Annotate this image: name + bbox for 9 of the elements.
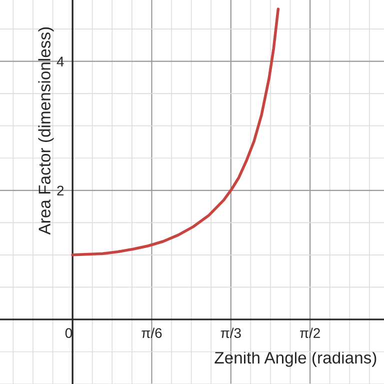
- x-tick-label: π/3: [220, 328, 241, 338]
- y-tick-label: 4: [56, 56, 64, 66]
- y-tick-label: 2: [57, 186, 64, 196]
- x-tick-label: 0: [65, 328, 72, 338]
- x-tick-label: π/2: [300, 328, 320, 338]
- x-tick-label: π/6: [142, 328, 162, 338]
- y-axis-title: Area Factor (dimensionless): [38, 27, 54, 235]
- x-axis-title: Zenith Angle (radians): [214, 351, 376, 367]
- line-series: [71, 8, 280, 256]
